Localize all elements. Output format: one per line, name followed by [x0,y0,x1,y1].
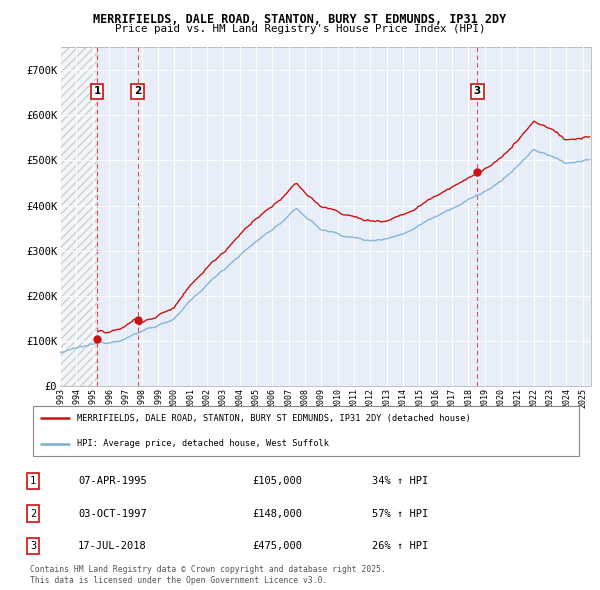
Text: 57% ↑ HPI: 57% ↑ HPI [372,509,428,519]
Text: 34% ↑ HPI: 34% ↑ HPI [372,476,428,486]
FancyBboxPatch shape [33,406,579,456]
Text: 07-APR-1995: 07-APR-1995 [78,476,147,486]
Text: 03-OCT-1997: 03-OCT-1997 [78,509,147,519]
Text: 1: 1 [30,476,36,486]
Text: HPI: Average price, detached house, West Suffolk: HPI: Average price, detached house, West… [77,440,329,448]
Bar [60,47,97,386]
Text: 17-JUL-2018: 17-JUL-2018 [78,541,147,551]
Text: Price paid vs. HM Land Registry's House Price Index (HPI): Price paid vs. HM Land Registry's House … [115,24,485,34]
Text: 26% ↑ HPI: 26% ↑ HPI [372,541,428,551]
Text: 2: 2 [134,86,141,96]
Text: MERRIFIELDS, DALE ROAD, STANTON, BURY ST EDMUNDS, IP31 2DY (detached house): MERRIFIELDS, DALE ROAD, STANTON, BURY ST… [77,414,470,422]
Text: £475,000: £475,000 [252,541,302,551]
Text: MERRIFIELDS, DALE ROAD, STANTON, BURY ST EDMUNDS, IP31 2DY: MERRIFIELDS, DALE ROAD, STANTON, BURY ST… [94,13,506,26]
Text: £148,000: £148,000 [252,509,302,519]
Text: Contains HM Land Registry data © Crown copyright and database right 2025.
This d: Contains HM Land Registry data © Crown c… [30,565,386,585]
Text: 3: 3 [30,541,36,551]
Text: £105,000: £105,000 [252,476,302,486]
Text: 1: 1 [94,86,101,96]
Text: 3: 3 [473,86,481,96]
Text: 2: 2 [30,509,36,519]
